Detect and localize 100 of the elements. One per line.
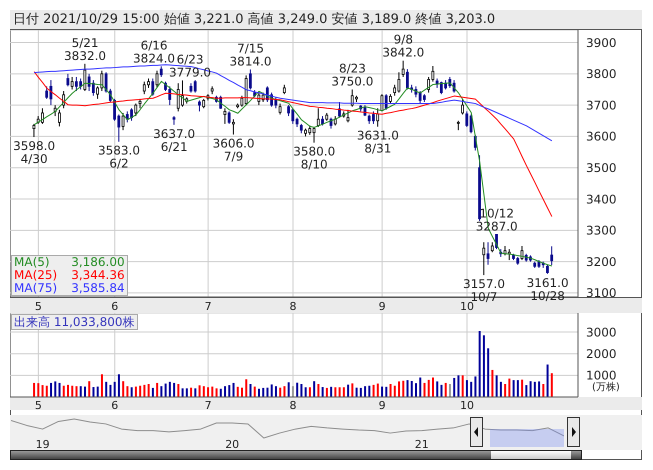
bar <box>168 382 171 397</box>
bar <box>186 388 188 397</box>
bar <box>274 386 277 397</box>
bar <box>444 382 447 397</box>
bar <box>508 378 510 397</box>
candlestick <box>380 94 384 112</box>
bar <box>228 385 230 397</box>
bar <box>58 382 61 397</box>
candlestick <box>130 108 133 122</box>
bar <box>296 382 298 397</box>
bar <box>356 388 358 397</box>
bar <box>160 386 162 397</box>
chart-title: 日付 2021/10/29 15:00 始値 3,221.0 高値 3,249.0 安値 3,189.0 終値 3,203.0 <box>10 10 642 30</box>
x-tick-label: 7 <box>204 300 212 313</box>
bar <box>37 383 40 397</box>
candlestick <box>490 242 494 253</box>
x-tick-label: 5 <box>34 398 42 412</box>
bar <box>139 386 142 397</box>
bar <box>530 381 532 397</box>
candlestick <box>389 94 392 104</box>
candlestick <box>122 112 124 131</box>
bar <box>317 384 320 397</box>
candlestick <box>546 264 549 274</box>
candlestick <box>282 84 286 95</box>
y-tick-label: 3600 <box>586 130 617 144</box>
bar <box>46 386 48 397</box>
y-tick-label: 3900 <box>586 36 617 50</box>
bar <box>470 382 472 397</box>
bar <box>156 382 158 397</box>
bar <box>546 364 549 397</box>
candlestick <box>406 68 409 90</box>
text: MA(5) <box>14 255 50 269</box>
candlestick <box>372 110 375 124</box>
bar <box>288 382 290 397</box>
bar <box>440 384 442 397</box>
candlestick <box>74 76 78 92</box>
annotation: 3,585.84 <box>71 281 125 295</box>
bar <box>92 387 94 397</box>
candlestick <box>262 92 265 102</box>
bar <box>322 387 324 397</box>
bar <box>534 382 536 397</box>
bar <box>292 386 294 397</box>
bar <box>500 382 502 397</box>
bar <box>80 386 82 397</box>
candlestick <box>287 104 290 117</box>
bar <box>207 387 210 397</box>
annotation: 7/15 3814.0 <box>230 41 272 68</box>
bar <box>148 384 150 397</box>
bar <box>398 381 400 397</box>
annotation: 3,344.36 <box>71 268 125 282</box>
bar <box>258 388 260 397</box>
candlestick <box>364 104 366 117</box>
candlestick <box>224 108 226 124</box>
candlestick <box>190 82 192 94</box>
candlestick <box>398 72 400 94</box>
bar <box>376 384 379 397</box>
candlestick <box>202 98 206 109</box>
bar <box>190 388 192 397</box>
x-tick-label: 5 <box>34 300 42 313</box>
candlestick <box>83 63 86 92</box>
bar <box>482 335 485 397</box>
y-tick-label: 2000 <box>586 346 617 361</box>
x-tick-label: 21 <box>414 438 429 451</box>
bar <box>394 386 396 397</box>
candlestick <box>308 124 312 136</box>
bar <box>220 388 222 397</box>
bar <box>109 384 112 397</box>
x-tick-label: 9 <box>378 398 386 412</box>
x-tick-label: 8 <box>290 300 296 313</box>
x-tick-label: 6 <box>111 398 118 412</box>
annotation: 5/21 3832.0 <box>64 36 106 63</box>
candlestick <box>32 123 36 138</box>
x-tick-label: 7 <box>204 398 212 412</box>
bar <box>216 388 218 397</box>
bar <box>334 387 336 397</box>
x-tick-label: 9 <box>378 300 386 313</box>
bar <box>71 386 74 397</box>
bar <box>364 386 366 397</box>
bar <box>152 388 154 397</box>
candlestick <box>88 73 91 92</box>
x-tick-label: 10 <box>460 300 474 313</box>
bar <box>428 380 430 397</box>
chart-title: 出来高 11,033,800株 <box>11 314 138 330</box>
bar <box>351 383 354 397</box>
bar <box>453 378 456 397</box>
candlestick <box>248 68 252 90</box>
candlestick <box>486 242 490 266</box>
bar <box>304 387 307 397</box>
bar <box>224 386 226 397</box>
bar <box>516 380 519 397</box>
annotation: 3598.0 4/30 <box>13 139 56 166</box>
bar <box>347 384 350 397</box>
bar <box>232 382 235 397</box>
bar <box>448 384 451 397</box>
x-tick-label: 8 <box>290 398 296 412</box>
candlestick <box>198 100 201 112</box>
candlestick <box>104 72 108 94</box>
x-tick-label: 19 <box>36 438 50 451</box>
bar <box>487 348 490 397</box>
bar <box>372 384 375 397</box>
